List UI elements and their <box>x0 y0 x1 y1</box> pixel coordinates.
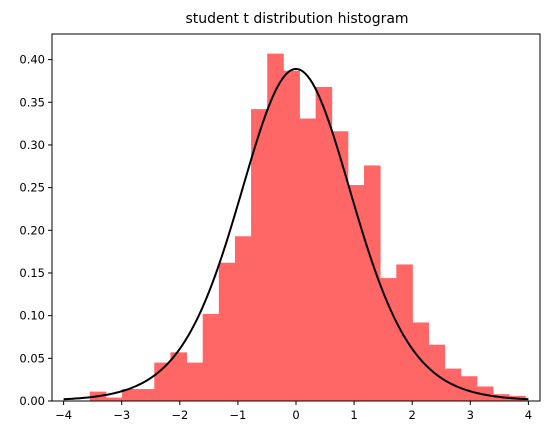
histogram-bar <box>428 344 446 401</box>
histogram-bar <box>460 376 478 401</box>
x-tick-label: 1 <box>350 408 357 422</box>
histogram-bar <box>380 278 397 401</box>
x-tick-label: 2 <box>409 408 416 422</box>
y-tick-label: 0.10 <box>19 309 45 323</box>
y-tick-label: 0.40 <box>19 53 45 67</box>
histogram-bar <box>251 109 268 401</box>
x-tick-label: 0 <box>292 408 299 422</box>
x-tick-label: −2 <box>171 408 188 422</box>
histogram-bar <box>412 322 429 401</box>
y-tick-label: 0.35 <box>19 95 45 109</box>
histogram-bar <box>347 185 365 401</box>
histogram-bar <box>283 70 300 401</box>
histogram-bar <box>315 86 333 401</box>
y-tick-label: 0.00 <box>19 394 45 408</box>
chart-title: student t distribution histogram <box>185 11 408 27</box>
histogram-bar <box>234 236 252 401</box>
y-tick-label: 0.15 <box>19 266 45 280</box>
y-tick-label: 0.30 <box>19 138 45 152</box>
histogram-bar <box>105 397 123 401</box>
histogram-bar <box>202 313 220 401</box>
y-tick-label: 0.20 <box>19 223 45 237</box>
histogram-bar <box>331 131 349 401</box>
x-tick-label: −4 <box>55 408 72 422</box>
y-tick-label: 0.05 <box>19 351 45 365</box>
x-tick-label: 4 <box>525 408 532 422</box>
histogram-bar <box>267 53 284 401</box>
histogram-bar <box>476 386 494 401</box>
histogram-bar <box>138 389 155 401</box>
histogram-bar <box>364 165 381 401</box>
histogram-bars <box>89 53 526 401</box>
x-tick-label: 3 <box>467 408 474 422</box>
x-tick-label: −1 <box>229 408 246 422</box>
y-tick-label: 0.25 <box>19 181 45 195</box>
histogram-bar <box>122 389 139 401</box>
histogram-bar <box>186 362 204 401</box>
histogram-bar <box>299 118 317 401</box>
histogram-bar <box>396 264 413 401</box>
histogram-bar <box>218 262 236 401</box>
pdf-curve-line <box>63 67 529 401</box>
histogram-bar <box>170 352 187 401</box>
x-tick-label: −3 <box>113 408 130 422</box>
x-axis: −4 −3 −2 −1 0 1 2 3 4 <box>55 401 532 422</box>
y-axis: 0.00 0.05 0.10 0.15 0.20 0.25 0.30 0.35 0.40 <box>19 53 52 408</box>
